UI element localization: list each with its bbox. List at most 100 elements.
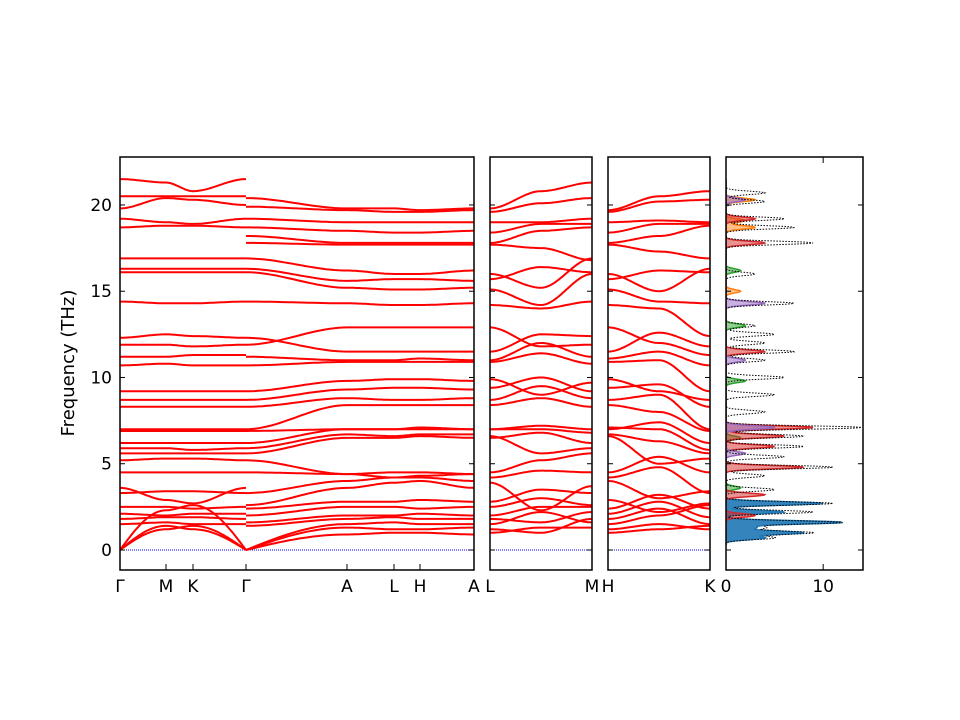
- y-tick-label: 5: [101, 455, 112, 475]
- y-axis-label: Frequency (THz): [58, 290, 79, 437]
- phonon-band: [120, 457, 246, 462]
- x-tick-label: 0: [721, 577, 732, 597]
- phonon-band: [608, 219, 710, 224]
- phonon-band: [245, 386, 474, 401]
- phonon-band: [490, 243, 592, 262]
- panel-frame: [119, 156, 475, 571]
- phonon-band: [608, 304, 710, 338]
- phonon-band: [246, 205, 474, 213]
- phonon-band: [120, 512, 246, 517]
- phonon-band: [608, 267, 710, 293]
- phonon-band: [245, 271, 474, 291]
- phonon-band: [245, 404, 474, 431]
- phonon-band: [245, 267, 474, 282]
- phonon-band: [245, 521, 474, 551]
- x-tick-label: K: [704, 577, 716, 597]
- phonon-band: [490, 435, 592, 455]
- phonon-band: [608, 507, 710, 526]
- phonon-band: [245, 435, 474, 455]
- phonon-band: [120, 486, 247, 505]
- phonon-band: [608, 393, 710, 431]
- phonon-band: [608, 326, 710, 356]
- phonon-band: [608, 359, 710, 393]
- phonon-band: [608, 198, 710, 213]
- phonon-band: [608, 523, 710, 531]
- phonon-band: [246, 397, 474, 408]
- phonon-band: [120, 217, 246, 225]
- dos-curves: [726, 179, 862, 545]
- phonon-band: [490, 326, 592, 348]
- phonon-band: [608, 224, 710, 244]
- x-tick-label: Γ: [115, 577, 125, 597]
- phonon-band: [120, 362, 246, 367]
- phonon-band: [490, 510, 592, 526]
- phonon-band: [245, 428, 474, 432]
- phonon-band: [246, 471, 474, 476]
- phonon-band: [490, 352, 592, 365]
- phonon-band: [246, 300, 474, 306]
- phonon-band: [245, 526, 474, 551]
- phonon-band: [245, 499, 474, 510]
- phonon-band: [245, 326, 474, 346]
- phonon-band: [120, 224, 246, 229]
- x-tick-label: K: [187, 577, 199, 597]
- phonon-band: [120, 300, 246, 305]
- x-tick-label: Γ: [241, 577, 251, 597]
- phonon-band: [120, 524, 247, 551]
- phonon-band: [490, 452, 592, 474]
- phonon-band: [608, 331, 710, 353]
- phonon-band: [246, 226, 474, 234]
- x-tick-label: 10: [812, 577, 834, 597]
- phonon-band: [120, 490, 247, 495]
- bands: [608, 190, 710, 534]
- phonon-band: [245, 378, 474, 393]
- phonon-band: [608, 435, 710, 465]
- panel-frame: [489, 156, 593, 571]
- phonon-band: [490, 378, 592, 396]
- phonon-band: [608, 499, 710, 513]
- phonon-band: [490, 397, 592, 408]
- phonon-band: [490, 424, 592, 431]
- phonon-band: [120, 343, 246, 348]
- panel-frame: [607, 156, 711, 571]
- phonon-band: [246, 235, 474, 244]
- y-tick-label: 15: [90, 282, 112, 302]
- phonon-band: [120, 178, 246, 193]
- phonon-band: [245, 505, 474, 517]
- phonon-band: [246, 241, 474, 246]
- bands: [120, 178, 474, 551]
- phonon-band: [608, 524, 710, 534]
- phonon-band: [608, 455, 710, 474]
- phonon-band: [608, 504, 710, 526]
- phonon-band: [246, 355, 474, 362]
- phonon-band: [246, 360, 474, 367]
- phonon-band: [608, 466, 710, 495]
- panel-frame: [725, 156, 864, 571]
- partial-dos-curve: [726, 179, 777, 545]
- phonon-band: [120, 333, 246, 339]
- phonon-band: [608, 222, 710, 234]
- phonon-band: [246, 512, 474, 524]
- x-tick-label: A: [468, 577, 480, 597]
- phonon-band: [608, 190, 710, 212]
- partial-dos-curve: [726, 179, 814, 545]
- phonon-band: [490, 300, 592, 310]
- phonon-band: [490, 385, 592, 401]
- phonon-band: [120, 516, 246, 520]
- phonon-band: [490, 181, 592, 210]
- phonon-band: [608, 500, 710, 519]
- x-tick-label: L: [485, 577, 495, 597]
- phonon-band: [608, 350, 710, 367]
- x-tick-label: L: [389, 577, 399, 597]
- phonon-band: [245, 476, 474, 495]
- phonon-band: [490, 333, 592, 353]
- band-panel-1: 0 5 10 15 20 Γ M K Γ A L H A: [90, 156, 480, 597]
- phonon-band: [490, 273, 592, 307]
- phonon-band: [608, 421, 710, 444]
- phonon-band: [120, 354, 246, 358]
- phonon-band: [245, 459, 474, 479]
- phonon-band: [490, 217, 592, 224]
- y-tick-label: 0: [101, 541, 112, 561]
